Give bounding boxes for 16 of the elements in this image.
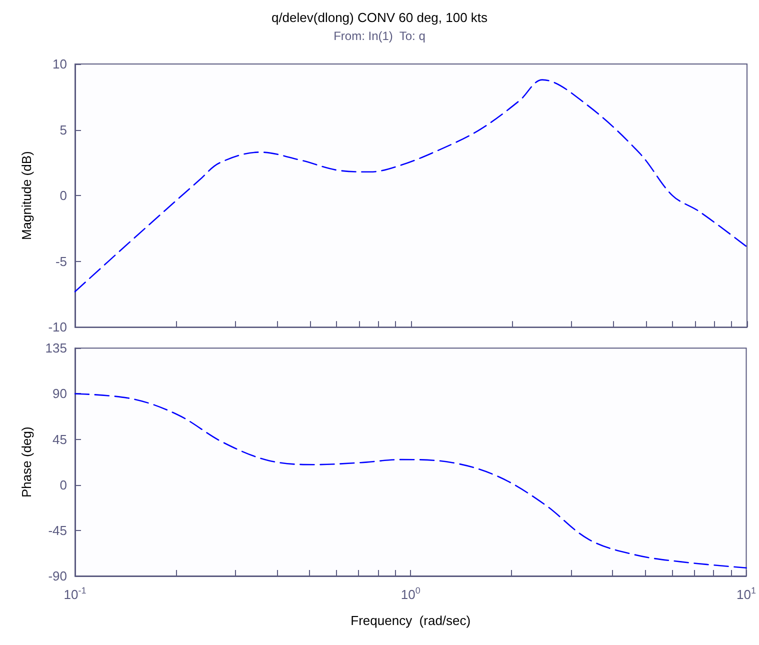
y-tick-label: -5 (55, 254, 67, 269)
y-tick-label: 0 (60, 188, 67, 204)
y-tick-label: 5 (60, 122, 67, 138)
chart-subtitle: From: In(1) To: q (334, 29, 426, 43)
x-axis-title: Frequency (rad/sec) (350, 613, 471, 628)
y-axis-title: Phase (deg) (19, 426, 34, 498)
y-tick-label: 10 (52, 56, 67, 72)
y-axis-title: Magnitude (dB) (19, 151, 34, 240)
y-tick-label: -90 (48, 568, 67, 584)
y-tick-label: 135 (45, 340, 67, 356)
y-tick-label: -45 (48, 522, 67, 538)
y-tick-label: 45 (52, 432, 67, 447)
chart-title: q/delev(dlong) CONV 60 deg, 100 kts (271, 10, 488, 25)
y-tick-label: 0 (60, 477, 67, 492)
y-tick-label: -10 (48, 320, 67, 335)
y-tick-label: 90 (52, 386, 67, 402)
